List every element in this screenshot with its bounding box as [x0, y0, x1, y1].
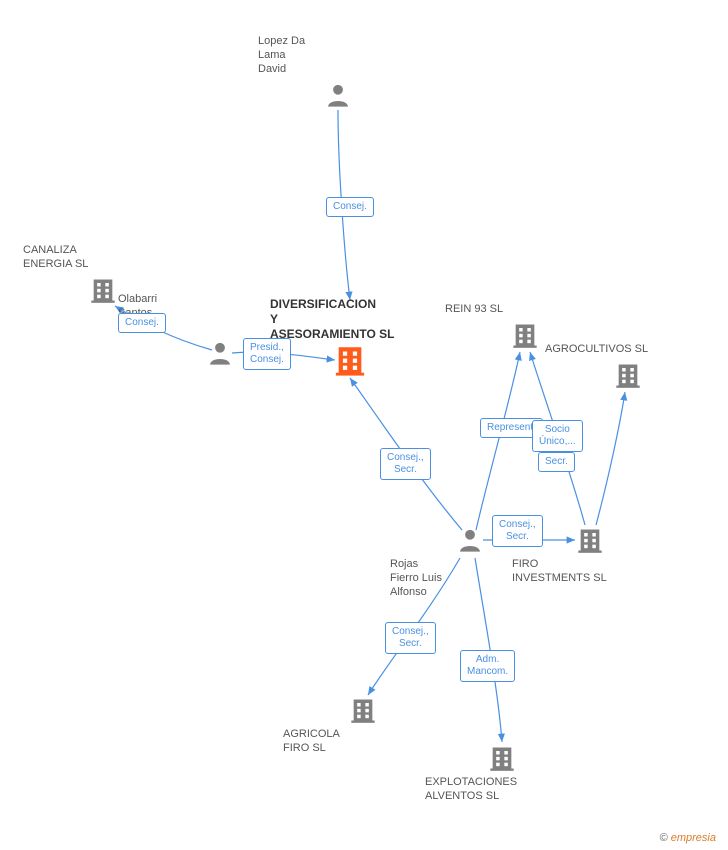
- node-label-explot: EXPLOTACIONESALVENTOS SL: [425, 776, 585, 804]
- building-icon: [614, 361, 642, 394]
- building-icon: [89, 276, 117, 309]
- node-label-lopez: Lopez DaLamaDavid: [258, 35, 418, 76]
- node-label-agricola: AGRICOLAFIRO SL: [283, 728, 443, 756]
- edge-label-rojas-firoinv: Consej.,Secr.: [492, 515, 543, 547]
- building-icon: [511, 321, 539, 354]
- edge-label-firoinv-rein93: SocioÚnico,...: [532, 420, 583, 452]
- person-icon: [324, 81, 352, 114]
- building-icon: [576, 526, 604, 559]
- edge-label-rojas-divers: Consej.,Secr.: [380, 448, 431, 480]
- node-label-firoinv: FIROINVESTMENTS SL: [512, 558, 672, 586]
- edge-label-firoinv-agrocult: Secr.: [538, 452, 575, 472]
- building-icon: [333, 343, 367, 382]
- building-icon: [488, 744, 516, 777]
- building-icon: [349, 696, 377, 729]
- person-icon: [456, 526, 484, 559]
- brand-logo: empresia: [671, 832, 716, 844]
- node-label-rein93: REIN 93 SL: [445, 303, 605, 317]
- edge-label-olabarri-divers: Presid.,Consej.: [243, 338, 291, 370]
- edge-label-olabarri-canaliza: Consej.: [118, 313, 166, 333]
- copyright-footer: © empresia: [660, 832, 716, 844]
- edge-rojas-rein93: [476, 352, 520, 530]
- edge-firoinv-agrocult: [596, 392, 625, 525]
- edge-label-rojas-agricola: Consej.,Secr.: [385, 622, 436, 654]
- node-label-divers: DIVERSIFICACIONYASESORAMIENTO SL: [270, 297, 430, 342]
- node-label-canaliza: CANALIZAENERGIA SL: [23, 244, 183, 272]
- copyright-symbol: ©: [660, 832, 668, 844]
- person-icon: [206, 339, 234, 372]
- node-label-agrocult: AGROCULTIVOS SL: [545, 343, 705, 357]
- edge-label-rojas-explot: Adm.Mancom.: [460, 650, 515, 682]
- edge-label-lopez-divers: Consej.: [326, 197, 374, 217]
